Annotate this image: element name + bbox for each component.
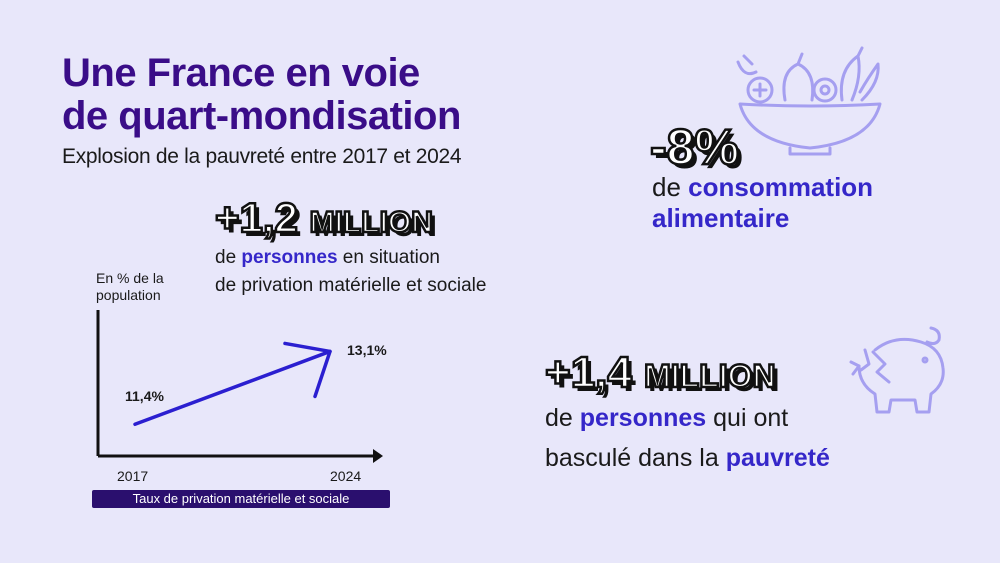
series-line: [133, 349, 332, 427]
page-title: Une France en voie de quart-mondisation: [62, 52, 461, 138]
stat-food-prefix: de: [652, 172, 681, 202]
x-tick-2024: 2024: [330, 468, 362, 484]
stat-privation-suffix: en situation: [342, 247, 440, 268]
y-axis-title: En % de la population: [96, 270, 164, 303]
stat-poverty-suffix: qui ont: [713, 404, 789, 432]
stat-food-highlight-1: consommation: [688, 172, 874, 202]
page-subtitle: Explosion de la pauvreté entre 2017 et 2…: [62, 145, 462, 168]
stat-poverty-number: +1,4 MILLION: [544, 347, 777, 399]
stat-food-highlight-2: alimentaire: [652, 203, 790, 233]
line-chart: [96, 310, 383, 463]
data-label-2017: 11,4%: [125, 388, 164, 404]
stat-poverty-description: de personnes qui ont basculé dans la pau…: [545, 398, 830, 478]
broken-piggy-bank-icon: [849, 326, 945, 414]
stat-privation-description: de personnes en situation de privation m…: [215, 244, 486, 300]
stat-poverty-prefix: de: [545, 404, 573, 432]
series-arrow-head: [283, 341, 332, 399]
stat-poverty-unit: MILLION: [643, 357, 777, 396]
stat-privation-value: +1,2: [214, 193, 299, 243]
x-tick-2017: 2017: [117, 468, 149, 484]
chart-caption: Taux de privation matérielle et sociale: [92, 490, 390, 508]
stat-privation-line2: de privation matérielle et sociale: [215, 275, 487, 296]
stat-privation-unit: MILLION: [308, 205, 434, 241]
stat-privation-prefix: de: [215, 247, 237, 268]
stat-poverty-highlight-1: personnes: [579, 404, 707, 432]
salad-bowl-icon: [736, 46, 882, 156]
stat-poverty-highlight-2: pauvreté: [725, 444, 830, 472]
title-line-2: de quart-mondisation: [62, 94, 461, 138]
x-axis-arrow: [373, 449, 383, 463]
stat-privation-highlight: personnes: [241, 247, 338, 268]
stat-food-number: -8%: [649, 118, 740, 177]
stat-food-description: de consommation alimentaire: [652, 172, 873, 234]
data-label-2024: 13,1%: [347, 342, 387, 358]
stat-poverty-line2-prefix: basculé dans la: [545, 444, 719, 472]
stat-poverty-value: +1,4: [544, 347, 633, 399]
title-line-1: Une France en voie: [62, 51, 420, 95]
stat-privation-number: +1,2 MILLION: [214, 193, 434, 243]
